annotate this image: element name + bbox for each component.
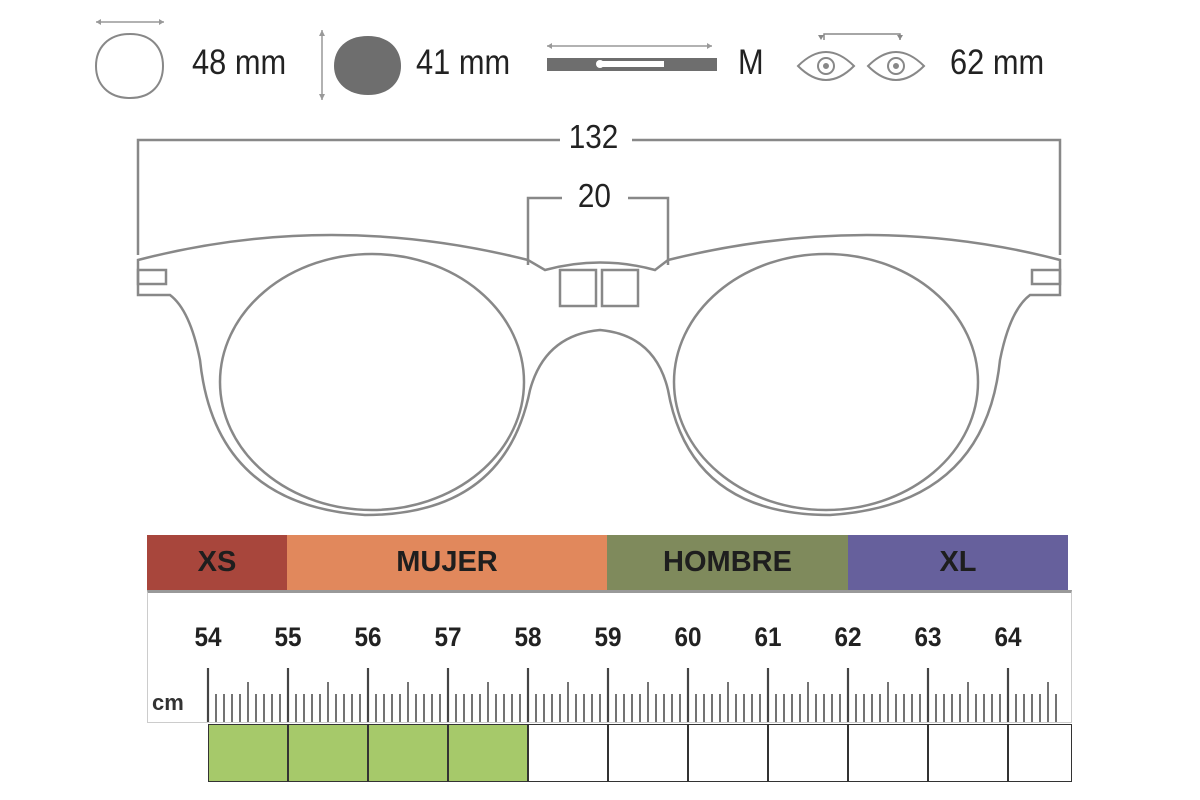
lens-height-icon	[319, 30, 401, 100]
size-band-xl: XL	[848, 535, 1068, 590]
size-cell-highlighted	[448, 724, 528, 782]
ruler-unit: cm	[152, 690, 184, 715]
size-cell-highlighted	[368, 724, 448, 782]
temple-size-value: M	[738, 43, 764, 82]
size-band-hombre: HOMBRE	[607, 535, 848, 590]
temple-length-icon	[547, 43, 717, 71]
bridge-width-line	[526, 196, 670, 265]
size-cell	[928, 724, 1008, 782]
size-band-xs: XS	[147, 535, 287, 590]
size-cell	[848, 724, 928, 782]
ruler-label: 60	[674, 622, 702, 652]
total-width-label: 132	[568, 118, 619, 155]
spec-icons	[94, 19, 926, 100]
ruler-label: 54	[194, 622, 222, 652]
ruler-ticks	[206, 668, 1057, 722]
ruler-label: 55	[274, 622, 302, 652]
ruler-label: 58	[514, 622, 542, 652]
ruler-label: 56	[354, 622, 382, 652]
pupil-distance-icon	[796, 33, 926, 81]
size-cell	[608, 724, 688, 782]
size-cell-highlighted	[288, 724, 368, 782]
left-frame	[136, 233, 1062, 517]
glasses-diagram	[136, 138, 1062, 517]
size-cell	[528, 724, 608, 782]
ruler-label: 57	[434, 622, 462, 652]
lens-width-icon	[94, 19, 165, 100]
size-cell-highlighted	[208, 724, 288, 782]
bridge-width-label: 20	[577, 177, 611, 214]
pupil-distance-value: 62 mm	[950, 43, 1045, 82]
lens-width-value: 48 mm	[192, 43, 287, 82]
size-cell	[688, 724, 768, 782]
size-cell	[768, 724, 848, 782]
total-width-line	[136, 138, 1062, 255]
ruler	[147, 590, 1072, 723]
size-band-mujer: MUJER	[287, 535, 607, 590]
ruler-label: 62	[834, 622, 862, 652]
lens-height-value: 41 mm	[416, 43, 511, 82]
ruler-label: 64	[994, 622, 1022, 652]
ruler-label: 59	[594, 622, 622, 652]
ruler-label: 63	[914, 622, 942, 652]
size-cell	[1008, 724, 1072, 782]
ruler-label: 61	[754, 622, 782, 652]
